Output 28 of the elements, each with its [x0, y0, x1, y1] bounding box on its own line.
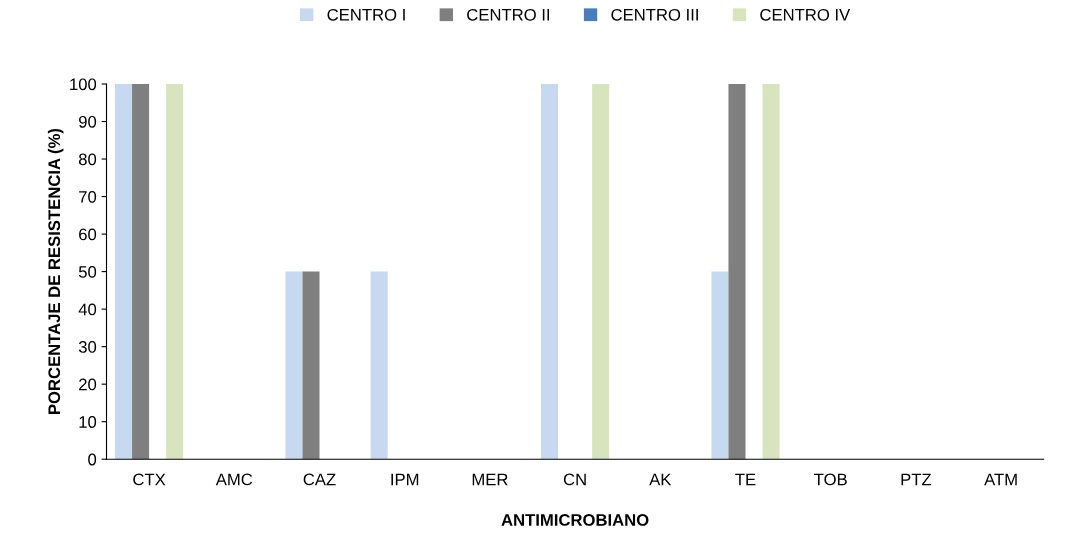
y-tick-label: 100 [70, 78, 97, 91]
x-tick-label: AK [649, 473, 672, 486]
x-tick-label: CTX [133, 473, 166, 486]
y-tick-label: 20 [79, 378, 97, 391]
x-tick-label: PTZ [901, 473, 932, 486]
y-tick-label: 60 [79, 228, 97, 241]
x-axis-title: ANTIMICROBIANO [501, 514, 649, 526]
x-tick-label: MER [472, 473, 508, 486]
x-tick-label: CAZ [303, 473, 336, 486]
y-axis-title: PORCENTAJE DE RESISTENCIA (%) [47, 128, 64, 415]
y-tick-label: 50 [78, 266, 97, 278]
y-tick-label: 10 [79, 416, 97, 428]
x-tick-label: TOB [814, 473, 847, 486]
x-tick-label: ATM [984, 473, 1017, 486]
y-tick-label: 30 [78, 341, 97, 353]
legend-label: CENTRO III [611, 8, 698, 21]
y-tick-label: 90 [79, 115, 97, 128]
x-tick-label: CN [563, 473, 586, 486]
x-tick-label: AMC [215, 473, 253, 486]
legend-label: CENTRO II [467, 8, 550, 21]
y-tick-label: 40 [78, 303, 97, 316]
x-tick-label: TE [735, 473, 756, 486]
y-tick-label: 0 [88, 453, 97, 466]
legend-label: CENTRO IV [760, 8, 851, 21]
x-tick-label: IPM [391, 473, 419, 486]
legend-label: CENTRO I [327, 8, 405, 21]
y-tick-label: 70 [79, 190, 97, 203]
y-tick-label: 80 [78, 153, 97, 166]
